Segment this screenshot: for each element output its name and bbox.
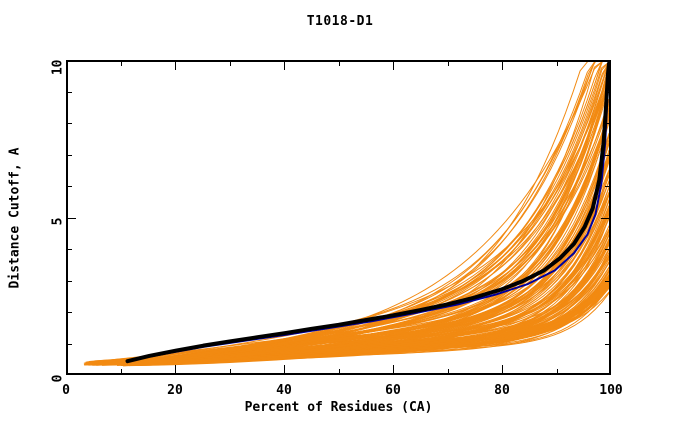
plot-area <box>66 60 611 375</box>
x-tick-label-20: 20 <box>167 383 183 398</box>
x-tick-top-50 <box>338 61 340 66</box>
x-tick-10 <box>120 369 122 374</box>
x-tick-20 <box>175 365 176 374</box>
ensemble-curve <box>131 62 609 366</box>
y-tick-right-6 <box>605 186 610 187</box>
curve-canvas <box>83 62 609 367</box>
x-tick-90 <box>556 369 558 374</box>
y-tick-0 <box>67 373 76 374</box>
x-tick-60 <box>393 365 394 374</box>
x-tick-top-70 <box>447 61 449 66</box>
ensemble-curve <box>85 62 609 365</box>
x-tick-label-0: 0 <box>62 383 70 398</box>
x-tick-label-80: 80 <box>494 383 510 398</box>
x-tick-top-20 <box>175 61 176 70</box>
y-tick-right-5 <box>601 217 610 219</box>
chart-title: T1018-D1 <box>306 14 374 29</box>
x-tick-0 <box>67 365 68 374</box>
x-tick-30 <box>229 369 231 374</box>
y-tick-7 <box>67 154 72 156</box>
x-tick-80 <box>502 365 503 374</box>
y-tick-5 <box>67 217 76 219</box>
reference-curve-black <box>125 62 609 364</box>
x-tick-top-90 <box>556 61 558 66</box>
ensemble-curve <box>131 62 603 365</box>
x-tick-top-0 <box>67 61 68 70</box>
x-tick-100 <box>609 365 610 374</box>
ensemble-curves <box>83 62 609 367</box>
x-tick-label-40: 40 <box>276 383 292 398</box>
y-axis-title-text: Distance Cutoff, A <box>7 147 23 288</box>
x-tick-top-10 <box>120 61 122 66</box>
y-tick-right-9 <box>605 91 610 93</box>
y-tick-label-5: 5 <box>50 217 66 225</box>
y-tick-6 <box>67 186 72 187</box>
y-tick-4 <box>67 249 72 250</box>
x-tick-top-100 <box>609 61 610 70</box>
ensemble-curve <box>123 62 609 365</box>
y-tick-3 <box>67 280 72 282</box>
y-tick-right-2 <box>605 312 610 313</box>
x-tick-top-30 <box>229 61 231 66</box>
y-tick-right-1 <box>605 343 610 345</box>
x-tick-top-60 <box>393 61 394 70</box>
y-tick-1 <box>67 343 72 345</box>
x-tick-label-100: 100 <box>599 383 623 398</box>
y-tick-right-4 <box>605 249 610 250</box>
x-tick-top-40 <box>284 61 285 70</box>
y-tick-right-8 <box>605 123 610 124</box>
x-axis-title: Percent of Residues (CA) <box>244 400 433 415</box>
ensemble-curve <box>124 187 609 366</box>
y-axis-title: Distance Cutoff, A <box>6 60 24 375</box>
x-tick-top-80 <box>502 61 503 70</box>
y-tick-8 <box>67 123 72 124</box>
y-tick-2 <box>67 312 72 313</box>
x-tick-70 <box>447 369 449 374</box>
x-tick-50 <box>338 369 340 374</box>
y-tick-right-3 <box>605 280 610 282</box>
series-best-model-black <box>125 62 609 364</box>
ensemble-curve <box>132 252 609 365</box>
y-tick-10 <box>67 61 76 62</box>
y-tick-right-0 <box>601 373 610 374</box>
ensemble-curve <box>105 62 596 366</box>
y-tick-label-10: 10 <box>50 59 66 76</box>
y-tick-9 <box>67 91 72 93</box>
y-tick-right-10 <box>601 61 610 62</box>
x-tick-40 <box>284 365 285 374</box>
y-tick-right-7 <box>605 154 610 156</box>
x-tick-label-60: 60 <box>385 383 401 398</box>
